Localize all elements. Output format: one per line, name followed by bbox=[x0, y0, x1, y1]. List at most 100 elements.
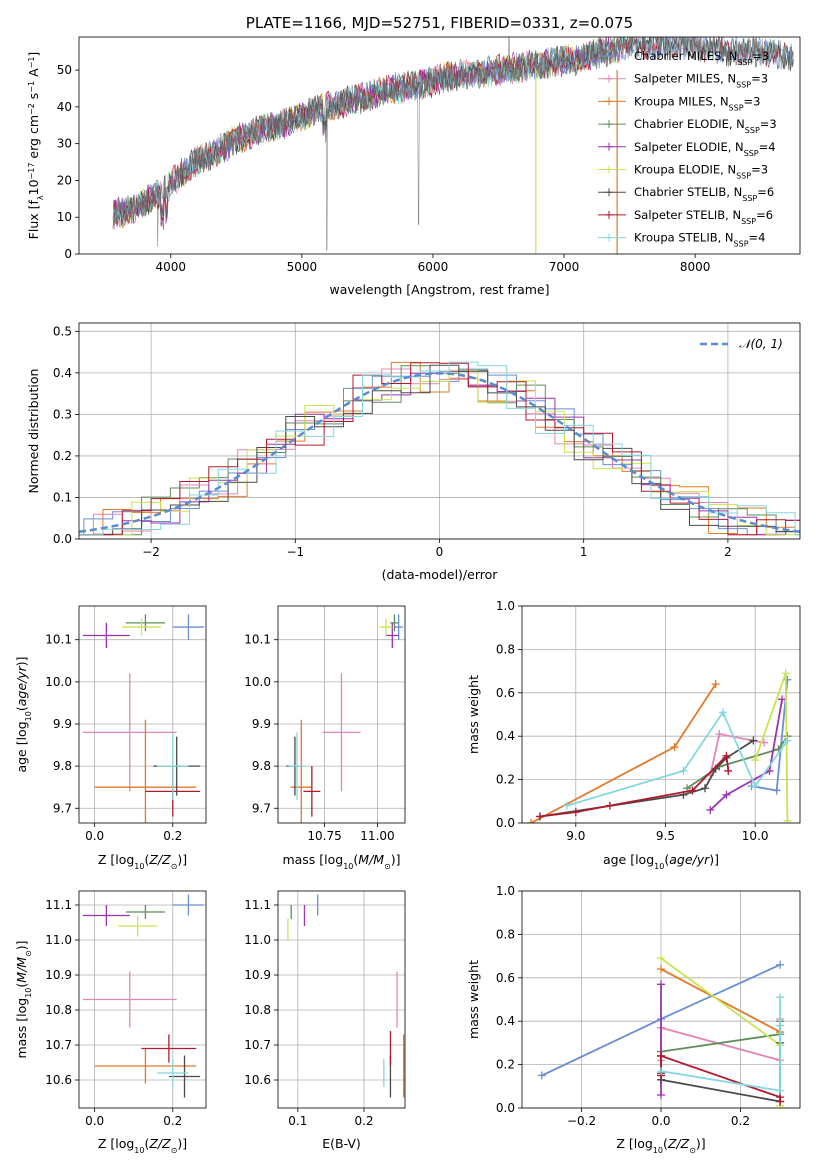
series-point-kroupa_stelib bbox=[657, 1067, 665, 1076]
legend-label-salpeter_stelib: Salpeter STELIB, NSSP=6 bbox=[634, 208, 773, 226]
wZ-xlabel-part: ⊙ bbox=[689, 1146, 696, 1155]
ageZ-ylabel-part: )] bbox=[14, 656, 29, 666]
x-tick-label: 10.75 bbox=[307, 829, 341, 843]
hist-xlabel: (data-model)/error bbox=[382, 567, 499, 582]
y-tick-label: 10.6 bbox=[244, 1073, 271, 1087]
point-chabrier_elodie bbox=[125, 905, 165, 919]
spectrum-ylabel-part: −1 bbox=[27, 57, 36, 69]
massZ-ylabel-part: )] bbox=[14, 940, 29, 950]
x-tick-label: −0.2 bbox=[567, 1114, 596, 1128]
residuals-axes: −2 −1 0 1 2 0.0 0.1 0.2 0.3 0.4 0.5 bbox=[53, 323, 800, 559]
y-tick-label: 0.8 bbox=[496, 642, 515, 656]
x-tick-label: −2 bbox=[142, 545, 160, 559]
y-tick-label: 10.8 bbox=[45, 1003, 72, 1017]
y-tick-label: 0.2 bbox=[53, 449, 72, 463]
wZ-ylabel: mass weight bbox=[466, 960, 481, 1039]
wAge-xlabel-part: age/yr bbox=[669, 852, 710, 867]
series-point-salpeter_stelib bbox=[535, 812, 544, 821]
y-tick-label: 1.0 bbox=[496, 599, 515, 613]
legend-label-chabrier_miles-part: SSP bbox=[737, 58, 752, 67]
mass_vs_EBV-frame bbox=[277, 890, 406, 1109]
massZ-ylabel-part: ⊙ bbox=[24, 950, 33, 957]
age_vs_Z-axes: 0.0 0.2 9.7 9.8 9.9 10.0 10.1 bbox=[45, 606, 206, 843]
series-point-kroupa_elodie bbox=[783, 816, 792, 823]
y-tick-label: 0.8 bbox=[496, 927, 515, 941]
y-tick-label: 50 bbox=[57, 63, 72, 77]
series-line-chabrier_elodie bbox=[686, 735, 789, 790]
x-tick-label: 4000 bbox=[155, 260, 186, 274]
y-tick-label: 20 bbox=[57, 173, 72, 187]
y-tick-label: 0.0 bbox=[496, 816, 515, 830]
legend-label-salpeter_miles: Salpeter MILES, NSSP=3 bbox=[634, 72, 768, 90]
spectrum-ylabel-part: A bbox=[26, 68, 41, 81]
y-tick-label: 40 bbox=[57, 100, 72, 114]
legend-label-chabrier_elodie-part: Chabrier ELODIE, N bbox=[634, 117, 745, 131]
series-point-salpeter_stelib bbox=[688, 786, 697, 795]
point-salpeter_stelib bbox=[303, 766, 321, 817]
massZ-xlabel-part: ⊙ bbox=[171, 1146, 178, 1155]
legend-label-salpeter_stelib-part: =6 bbox=[756, 208, 773, 222]
ageZ-xlabel-part: ⊙ bbox=[171, 862, 178, 871]
massZ-xlabel-part: Z [log bbox=[98, 1136, 134, 1151]
y-tick-label: 10.1 bbox=[244, 633, 271, 647]
series-line-chabrier_stelib bbox=[660, 1042, 781, 1103]
wAge-xlabel-part: 10 bbox=[654, 862, 664, 871]
series-point-salpeter_elodie bbox=[657, 1090, 665, 1099]
weight_vs_Z-axes: −0.2 0.0 0.2 0.0 0.2 0.4 0.6 0.8 1.0 bbox=[496, 884, 800, 1128]
legend-marker-chabrier_stelib bbox=[605, 188, 613, 197]
series-point-salpeter_stelib bbox=[776, 1097, 785, 1106]
point-salpeter_miles bbox=[322, 673, 361, 792]
series-point-kroupa_miles bbox=[657, 965, 665, 974]
y-tick-label: 10.9 bbox=[45, 968, 72, 982]
y-tick-label: 0.6 bbox=[496, 686, 515, 700]
series-point-chabrier_stelib bbox=[749, 736, 758, 745]
weight_vs_Z-frame bbox=[521, 890, 801, 1109]
y-tick-label: 10.9 bbox=[244, 968, 271, 982]
ageZ-ylabel-part: age [log bbox=[14, 721, 29, 772]
spectrum-ylabel-part: s bbox=[26, 93, 41, 104]
legend-label-salpeter_elodie-part: =4 bbox=[759, 140, 776, 154]
age_vs_Z-plot bbox=[82, 614, 205, 823]
series-point-chabrier_miles bbox=[772, 786, 781, 795]
y-tick-label: 0.2 bbox=[496, 1058, 515, 1072]
series-point-kroupa_elodie bbox=[657, 954, 665, 963]
y-tick-label: 0 bbox=[64, 247, 72, 261]
series-point-salpeter_elodie bbox=[778, 695, 787, 704]
spectrum-ylabel-part: ] bbox=[26, 52, 41, 57]
legend-label-salpeter_miles-part: Salpeter MILES, N bbox=[634, 72, 736, 86]
series-point-salpeter_miles bbox=[715, 730, 724, 739]
point-kroupa_elodie bbox=[379, 618, 393, 636]
x-tick-label: 0.0 bbox=[651, 1114, 670, 1128]
y-tick-label: 0.1 bbox=[53, 490, 72, 504]
hist-step-chabrier_stelib bbox=[79, 364, 800, 536]
series-point-salpeter_stelib bbox=[722, 751, 731, 760]
hist-legend-label: 𝒩(0, 1) bbox=[739, 337, 783, 351]
y-tick-label: 10 bbox=[57, 210, 72, 224]
legend-label-chabrier_elodie-part: SSP bbox=[745, 126, 760, 135]
series-point-kroupa_stelib bbox=[751, 782, 760, 791]
legend-label-kroupa_miles-part: SSP bbox=[729, 103, 744, 112]
legend-label-salpeter_elodie: Salpeter ELODIE, NSSP=4 bbox=[634, 140, 776, 158]
wZ-xlabel-part: Z/Z bbox=[667, 1136, 690, 1151]
legend-label-salpeter_elodie-part: Salpeter ELODIE, N bbox=[634, 140, 744, 154]
series-point-salpeter_elodie bbox=[706, 805, 715, 814]
y-tick-label: 11.1 bbox=[244, 898, 271, 912]
spectrum-title: PLATE=1166, MJD=52751, FIBERID=0331, z=0… bbox=[246, 14, 633, 32]
point-salpeter_stelib bbox=[141, 1034, 197, 1063]
legend-marker-kroupa_elodie bbox=[605, 165, 613, 174]
x-tick-label: 9.5 bbox=[656, 829, 675, 843]
x-tick-label: 7000 bbox=[549, 260, 580, 274]
legend-label-chabrier_elodie: Chabrier ELODIE, NSSP=3 bbox=[634, 117, 777, 135]
series-point-kroupa_stelib bbox=[783, 736, 792, 745]
ageM-xlabel-part: mass [log bbox=[282, 852, 343, 867]
spectrum-data-line bbox=[112, 37, 794, 251]
ageZ-xlabel-part: ( bbox=[144, 852, 149, 867]
series-point-kroupa_stelib bbox=[679, 766, 688, 775]
legend-label-chabrier_miles-part: =3 bbox=[752, 49, 769, 63]
spectrum-ylabel-part: −17 bbox=[27, 163, 36, 180]
series-point-salpeter_stelib bbox=[724, 766, 733, 775]
x-tick-label: 0.2 bbox=[163, 829, 182, 843]
spectrum-ylabel-part: erg cm bbox=[26, 115, 41, 163]
massZ-ylabel-part: ( bbox=[14, 983, 29, 988]
